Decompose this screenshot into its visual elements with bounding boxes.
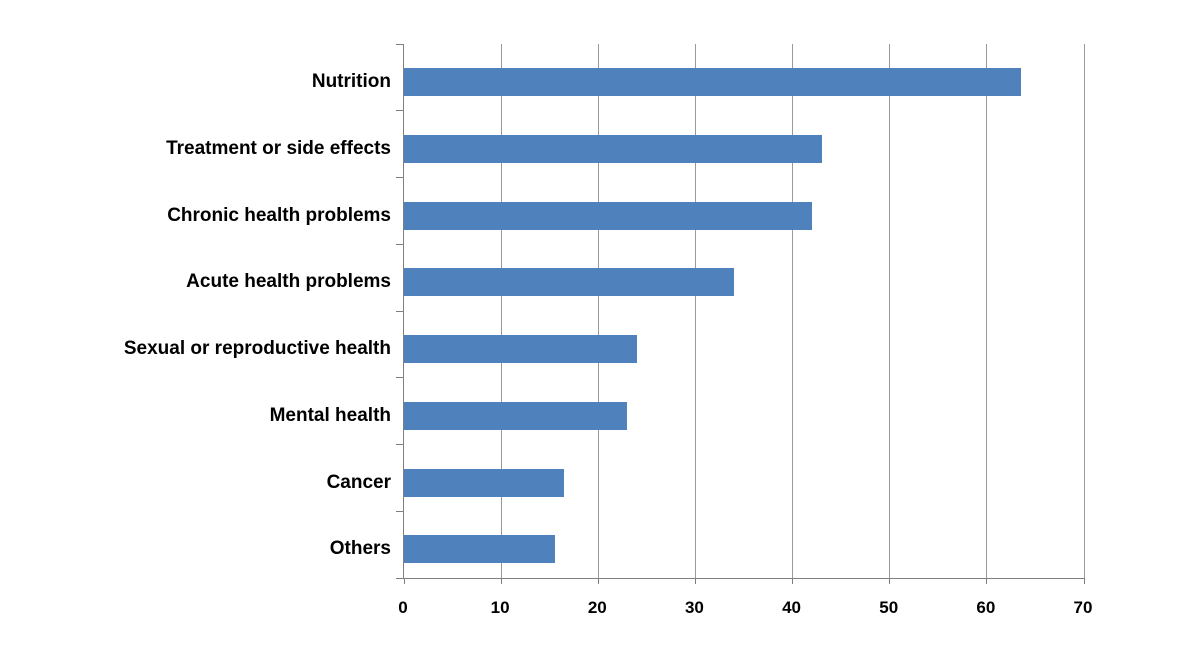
x-tick-label: 40: [782, 598, 802, 617]
gridline: [792, 44, 794, 578]
bar: [404, 401, 628, 430]
x-axis-tick: [986, 578, 988, 584]
x-axis-tick: [403, 578, 405, 584]
bar: [404, 535, 555, 564]
category-label: Acute health problems: [186, 271, 391, 293]
category-label: Sexual or reproductive health: [123, 338, 391, 359]
x-tick-label: 70: [1073, 598, 1093, 617]
y-axis-tick: [396, 243, 404, 245]
category-label: Mental health: [269, 404, 391, 426]
category-label: Cancer: [326, 471, 391, 493]
bar: [404, 268, 735, 297]
gridline: [889, 44, 891, 578]
y-axis-tick: [396, 177, 404, 178]
gridline: [986, 44, 988, 578]
x-tick-label: 20: [587, 598, 607, 617]
gridline: [694, 44, 696, 578]
y-axis-tick: [396, 510, 404, 512]
gridline: [500, 44, 502, 578]
bar: [404, 134, 822, 163]
x-axis-tick: [500, 578, 502, 584]
y-axis-tick: [396, 110, 404, 112]
y-axis-tick: [396, 43, 404, 45]
x-tick-label: 10: [490, 598, 510, 617]
bar: [404, 201, 812, 230]
plot-area: [396, 43, 1085, 584]
x-axis-tick: [694, 578, 696, 584]
category-label: Others: [329, 538, 391, 560]
gridline: [1083, 44, 1085, 578]
gridline: [597, 44, 599, 578]
bar: [404, 335, 638, 363]
bar: [404, 468, 565, 497]
category-label: Treatment or side effects: [166, 137, 391, 159]
category-label: Nutrition: [311, 71, 391, 92]
y-axis-tick: [396, 444, 404, 445]
category-label: Chronic health problems: [167, 204, 391, 226]
x-axis-tick: [597, 578, 599, 584]
x-axis-tick: [792, 578, 794, 584]
x-tick-label: 0: [398, 598, 408, 617]
y-axis-tick: [396, 577, 404, 579]
y-axis-tick: [396, 377, 404, 379]
x-tick-label: 30: [684, 598, 704, 617]
x-tick-label: 50: [879, 598, 899, 617]
x-axis-tick: [889, 578, 891, 584]
bar: [404, 68, 1021, 96]
y-axis-tick: [396, 310, 404, 312]
x-axis-tick: [1083, 578, 1085, 584]
x-tick-label: 60: [976, 598, 996, 617]
